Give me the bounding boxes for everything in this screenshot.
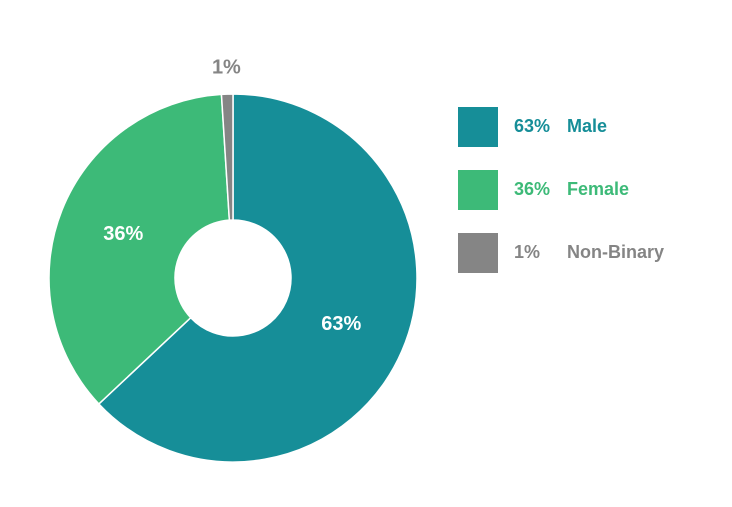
slice-label: 36% [103, 223, 143, 245]
legend-value: 36% [514, 179, 550, 199]
slice-label: 63% [321, 313, 361, 335]
legend-swatch [458, 107, 498, 147]
donut-slice [97, 93, 418, 463]
donut-slice [220, 93, 234, 221]
legend-value: 63% [514, 116, 550, 136]
legend-swatch [458, 233, 498, 273]
legend-value: 1% [514, 242, 540, 262]
legend-label: Non-Binary [567, 242, 664, 262]
legend-label: Female [567, 179, 629, 199]
legend-swatch [458, 170, 498, 210]
donut-slice [48, 93, 231, 406]
legend-label: Male [567, 116, 607, 136]
slice-label: 1% [212, 56, 241, 78]
